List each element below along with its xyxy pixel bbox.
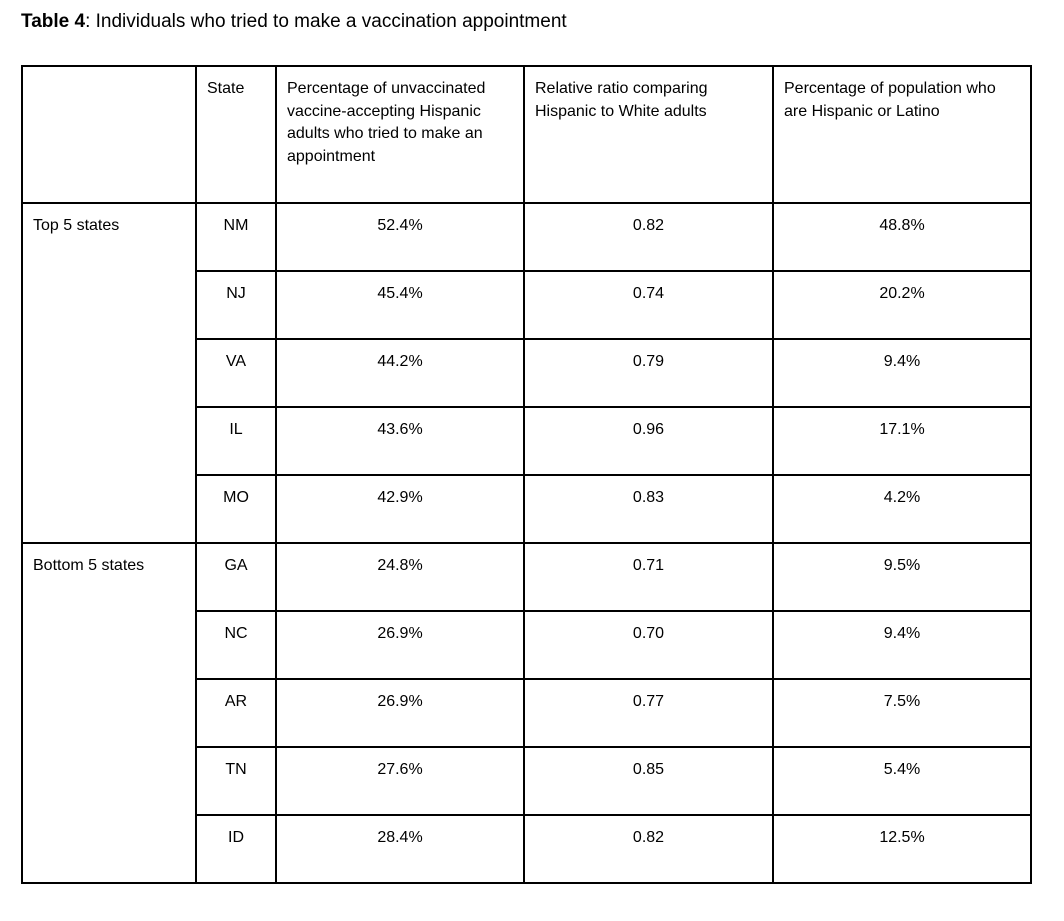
table-row: MO 42.9% 0.83 4.2% — [22, 474, 1032, 544]
pct-hispanic-cell: 48.8% — [772, 202, 1032, 272]
state-cell: NC — [195, 610, 277, 680]
pct-hispanic-cell: 12.5% — [772, 814, 1032, 884]
pct-tried-cell: 43.6% — [275, 406, 525, 476]
pct-hispanic-cell: 17.1% — [772, 406, 1032, 476]
header-cell-state: State — [195, 65, 277, 204]
table-row: Top 5 states NM 52.4% 0.82 48.8% — [21, 202, 1032, 544]
group-label-cell: Bottom 5 states — [21, 542, 197, 884]
pct-hispanic-cell: 7.5% — [772, 678, 1032, 748]
pct-hispanic-cell: 9.5% — [772, 542, 1032, 612]
vaccination-appointment-table: State Percentage of unvaccinated vaccine… — [21, 65, 1032, 884]
relative-ratio-cell: 0.79 — [523, 338, 774, 408]
table-caption-text: : Individuals who tried to make a vaccin… — [85, 11, 567, 32]
state-cell: MO — [195, 474, 277, 544]
relative-ratio-cell: 0.74 — [523, 270, 774, 340]
relative-ratio-cell: 0.83 — [523, 474, 774, 544]
state-cell: GA — [195, 542, 277, 612]
relative-ratio-cell: 0.82 — [523, 202, 774, 272]
table-row: AR 26.9% 0.77 7.5% — [22, 678, 1032, 748]
header-cell-group — [21, 65, 197, 204]
state-cell: IL — [195, 406, 277, 476]
table-row: NC 26.9% 0.70 9.4% — [22, 610, 1032, 680]
table-caption: Table 4: Individuals who tried to make a… — [21, 10, 567, 35]
table-row: NJ 45.4% 0.74 20.2% — [22, 270, 1032, 340]
relative-ratio-cell: 0.71 — [523, 542, 774, 612]
table-row: TN 27.6% 0.85 5.4% — [22, 746, 1032, 816]
pct-tried-cell: 44.2% — [275, 338, 525, 408]
state-cell: ID — [195, 814, 277, 884]
table-caption-label: Table 4 — [21, 11, 86, 32]
header-cell-pct-population: Percentage of population who are Hispani… — [772, 65, 1032, 204]
header-row: State Percentage of unvaccinated vaccine… — [21, 65, 1032, 204]
table-row: IL 43.6% 0.96 17.1% — [22, 406, 1032, 476]
pct-tried-cell: 26.9% — [275, 678, 525, 748]
pct-tried-cell: 45.4% — [275, 270, 525, 340]
table-row: ID 28.4% 0.82 12.5% — [22, 814, 1032, 884]
relative-ratio-cell: 0.70 — [523, 610, 774, 680]
state-cell: NJ — [195, 270, 277, 340]
table-row: Bottom 5 states GA 24.8% 0.71 9.5% — [21, 542, 1032, 884]
state-cell: TN — [195, 746, 277, 816]
pct-hispanic-cell: 4.2% — [772, 474, 1032, 544]
pct-hispanic-cell: 9.4% — [772, 610, 1032, 680]
pct-hispanic-cell: 20.2% — [772, 270, 1032, 340]
pct-tried-cell: 24.8% — [275, 542, 525, 612]
state-cell: VA — [195, 338, 277, 408]
table-body: Top 5 states NM 52.4% 0.82 48.8% NJ 45.4% 0.74 2… — [21, 202, 1032, 884]
state-cell: AR — [195, 678, 277, 748]
group-label-cell: Top 5 states — [21, 202, 197, 544]
table-row: VA 44.2% 0.79 9.4% — [22, 338, 1032, 408]
relative-ratio-cell: 0.85 — [523, 746, 774, 816]
header-cell-pct-tried: Percentage of unvaccinated vaccine-accep… — [275, 65, 525, 204]
pct-hispanic-cell: 9.4% — [772, 338, 1032, 408]
pct-tried-cell: 52.4% — [275, 202, 525, 272]
state-cell: NM — [195, 202, 277, 272]
pct-tried-cell: 27.6% — [275, 746, 525, 816]
relative-ratio-cell: 0.77 — [523, 678, 774, 748]
pct-tried-cell: 26.9% — [275, 610, 525, 680]
relative-ratio-cell: 0.82 — [523, 814, 774, 884]
relative-ratio-cell: 0.96 — [523, 406, 774, 476]
header-cell-relative-ratio: Relative ratio comparing Hispanic to Whi… — [523, 65, 774, 204]
pct-tried-cell: 28.4% — [275, 814, 525, 884]
pct-hispanic-cell: 5.4% — [772, 746, 1032, 816]
pct-tried-cell: 42.9% — [275, 474, 525, 544]
